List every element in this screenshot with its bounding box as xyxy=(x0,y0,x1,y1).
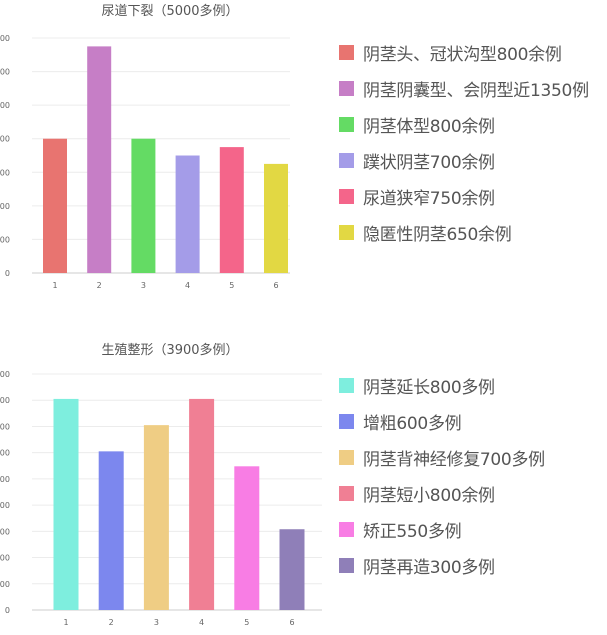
chart-2-x-tick-label: 2 xyxy=(109,618,114,627)
chart-2-legend-item: 矫正550多例 xyxy=(339,511,545,547)
chart-2-x-tick-label: 6 xyxy=(289,618,294,627)
chart-2-y-tick-label: 900 xyxy=(0,370,10,379)
chart-1-bar xyxy=(219,147,244,273)
chart-1-legend-swatch xyxy=(339,116,354,132)
chart-2-y-tick-label: 300 xyxy=(0,527,10,536)
chart-1-legend-item: 阴茎头、冠状沟型800余例 xyxy=(339,34,589,70)
chart-2-x-tick-label: 5 xyxy=(244,618,249,627)
chart-1-title: 尿道下裂（5000多例） xyxy=(101,4,239,19)
chart-1-bar xyxy=(87,46,112,274)
chart-2-y-tick-label: 700 xyxy=(0,422,10,431)
chart-1-legend-label: 蹼状阴茎700余例 xyxy=(363,152,495,173)
chart-2-legend-label: 矫正550多例 xyxy=(363,521,462,542)
chart-1-legend-label: 阴茎头、冠状沟型800余例 xyxy=(363,44,562,65)
chart-2-legend-swatch xyxy=(339,413,354,429)
chart-2-legend-item: 阴茎短小800余例 xyxy=(339,475,545,511)
chart-1-legend-swatch xyxy=(339,80,354,96)
chart-1-legend-item: 尿道狭窄750余例 xyxy=(339,178,589,214)
chart-1-y-tick-label: 400 xyxy=(0,202,10,211)
chart-2-legend-swatch xyxy=(339,557,354,573)
chart-2-legend-item: 增粗600多例 xyxy=(339,403,545,439)
chart-2-y-tick-label: 0 xyxy=(5,606,10,615)
chart-1-y-tick-label: 1000 xyxy=(0,101,10,110)
chart-1-legend-item: 隐匿性阴茎650余例 xyxy=(339,214,589,250)
chart-2-title: 生殖整形（3900多例） xyxy=(101,343,239,358)
chart-1-x-tick-label: 2 xyxy=(97,281,102,290)
chart-2-plot: 0 100 200 300 400 500 600 700 800 900 1 2 3 4 5 6 xyxy=(0,370,322,627)
chart-1-legend: 阴茎头、冠状沟型800余例阴茎阴囊型、会阴型近1350例 阴茎体型800余例 蹼状阴… xyxy=(339,34,589,250)
chart-2-legend-label: 增粗600多例 xyxy=(363,413,462,434)
chart-2-y-tick-label: 600 xyxy=(0,449,10,458)
chart-2-x-tick-label: 4 xyxy=(199,618,204,627)
chart-2-legend-label: 阴茎再造300多例 xyxy=(363,557,495,578)
chart-1-bar xyxy=(175,155,200,273)
chart-1-y-tick-label: 1200 xyxy=(0,68,10,77)
chart-1-x-tick-label: 5 xyxy=(229,281,234,290)
chart-1-legend-label: 阴茎体型800余例 xyxy=(363,116,495,137)
chart-1-y-tick-label: 200 xyxy=(0,235,10,244)
chart-2-y-tick-label: 500 xyxy=(0,475,10,484)
chart-1-legend-label: 阴茎阴囊型、会阴型近1350例 xyxy=(363,80,589,101)
chart-1-y-tick-label: 600 xyxy=(0,168,10,177)
chart-2-bar xyxy=(234,466,260,610)
chart-1-bar xyxy=(131,138,156,273)
chart-1-plot: 0 200 400 600 800 1000 1200 1400 1 2 3 4 5 6 xyxy=(0,34,290,290)
chart-1-legend-item: 蹼状阴茎700余例 xyxy=(339,142,589,178)
chart-1-legend-item: 阴茎体型800余例 xyxy=(339,106,589,142)
chart-2-legend-item: 阴茎再造300多例 xyxy=(339,547,545,583)
chart-1-x-tick-label: 3 xyxy=(141,281,146,290)
chart-2-legend-swatch xyxy=(339,449,354,465)
chart-2-bar xyxy=(143,425,169,610)
chart-1-bar xyxy=(43,138,67,273)
chart-1-legend-swatch xyxy=(339,152,354,168)
chart-2-bar xyxy=(98,451,124,610)
chart-2-bar xyxy=(53,398,79,610)
chart-2-legend-label: 阴茎背神经修复700多例 xyxy=(363,449,545,470)
chart-1-legend-label: 尿道狭窄750余例 xyxy=(363,188,495,209)
chart-2-bar xyxy=(279,529,305,610)
chart-2-y-tick-label: 400 xyxy=(0,501,10,510)
chart-1-y-tick-label: 0 xyxy=(5,269,10,278)
chart-1-x-tick-label: 6 xyxy=(273,281,278,290)
chart-1-legend-label: 隐匿性阴茎650余例 xyxy=(363,224,512,245)
chart-2-legend-item: 阴茎延长800多例 xyxy=(339,367,545,403)
chart-2-legend-swatch xyxy=(339,377,354,393)
chart-2-x-tick-label: 3 xyxy=(154,618,159,627)
chart-1-legend-swatch xyxy=(339,188,354,204)
chart-1-bar xyxy=(264,163,288,273)
chart-2-x-tick-label: 1 xyxy=(63,618,68,627)
chart-1-legend-swatch xyxy=(339,44,354,60)
chart-1-x-tick-label: 4 xyxy=(185,281,190,290)
chart-1-y-tick-label: 800 xyxy=(0,135,10,144)
chart-2-legend-item: 阴茎背神经修复700多例 xyxy=(339,439,545,475)
chart-1-legend-item: 阴茎阴囊型、会阴型近1350例 xyxy=(339,70,589,106)
chart-2-legend-swatch xyxy=(339,485,354,501)
chart-1-legend-swatch xyxy=(339,224,354,240)
chart-2-legend-swatch xyxy=(339,521,354,537)
chart-2-legend-label: 阴茎延长800多例 xyxy=(363,377,495,398)
chart-2-y-tick-label: 800 xyxy=(0,396,10,405)
chart-2-legend: 阴茎延长800多例 增粗600多例阴茎背神经修复700多例 阴茎短小800余例 矫正5… xyxy=(339,367,545,583)
chart-2-bar xyxy=(189,398,215,610)
chart-2-legend-label: 阴茎短小800余例 xyxy=(363,485,495,506)
chart-1-y-tick-label: 1400 xyxy=(0,34,10,43)
chart-1-x-tick-label: 1 xyxy=(52,281,57,290)
chart-2-y-tick-label: 100 xyxy=(0,580,10,589)
chart-2-y-tick-label: 200 xyxy=(0,554,10,563)
